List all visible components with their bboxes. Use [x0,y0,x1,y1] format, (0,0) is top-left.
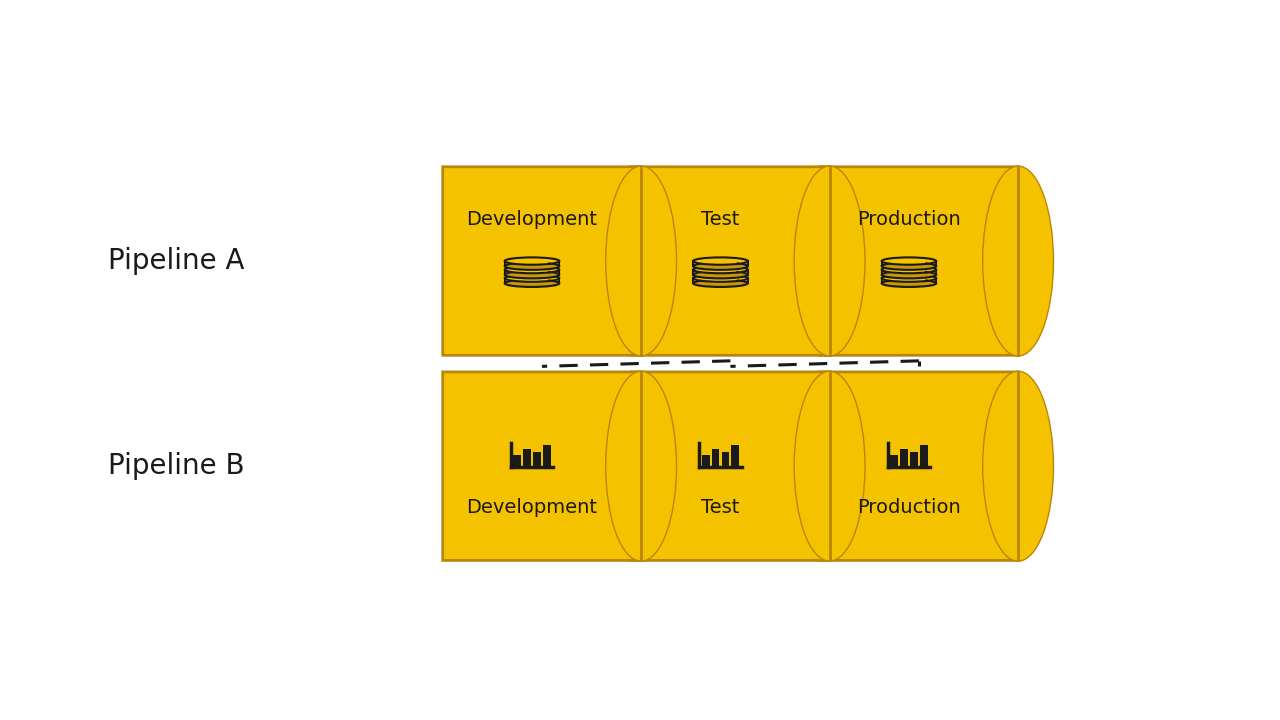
Ellipse shape [694,271,748,279]
Circle shape [548,280,550,282]
FancyBboxPatch shape [443,372,641,560]
Text: Test: Test [701,210,740,229]
Text: Development: Development [466,210,598,229]
Ellipse shape [694,263,748,270]
Ellipse shape [694,266,748,274]
Bar [701,454,709,467]
FancyBboxPatch shape [694,261,748,266]
Circle shape [548,271,550,273]
Ellipse shape [983,372,1053,560]
Ellipse shape [694,258,748,265]
FancyBboxPatch shape [694,278,748,283]
FancyBboxPatch shape [882,261,936,266]
Text: Pipeline B: Pipeline B [108,452,244,480]
Circle shape [737,280,739,282]
Bar [524,449,531,467]
Bar [731,446,739,467]
Ellipse shape [607,372,676,560]
Ellipse shape [504,279,559,287]
Bar [920,446,928,467]
Bar [900,449,908,467]
Ellipse shape [795,372,864,560]
Ellipse shape [504,258,559,265]
FancyBboxPatch shape [504,261,559,266]
Bar [532,452,540,467]
FancyBboxPatch shape [504,278,559,283]
Circle shape [925,263,928,264]
Bar [712,449,719,467]
FancyBboxPatch shape [631,167,829,355]
FancyBboxPatch shape [882,278,936,283]
Circle shape [925,271,928,273]
Ellipse shape [983,372,1053,560]
Ellipse shape [882,263,936,270]
FancyBboxPatch shape [504,269,559,275]
FancyBboxPatch shape [819,167,1018,355]
Text: Development: Development [466,498,598,517]
Ellipse shape [882,266,936,274]
Ellipse shape [882,258,936,265]
Bar [722,452,730,467]
Ellipse shape [504,274,559,282]
Ellipse shape [983,167,1053,355]
Ellipse shape [882,274,936,282]
FancyBboxPatch shape [631,372,829,560]
FancyBboxPatch shape [819,372,1018,560]
Ellipse shape [607,167,676,355]
Bar [513,454,521,467]
Circle shape [737,271,739,273]
Ellipse shape [882,271,936,279]
Ellipse shape [882,279,936,287]
Circle shape [737,263,739,264]
Ellipse shape [504,266,559,274]
Ellipse shape [795,167,864,355]
Text: Test: Test [701,498,740,517]
FancyBboxPatch shape [443,167,641,355]
Ellipse shape [795,372,864,560]
Ellipse shape [795,167,864,355]
FancyBboxPatch shape [694,269,748,275]
Text: Pipeline A: Pipeline A [108,247,244,275]
Ellipse shape [504,263,559,270]
Circle shape [925,280,928,282]
Text: Production: Production [858,210,961,229]
FancyBboxPatch shape [882,269,936,275]
Ellipse shape [607,372,676,560]
Text: Production: Production [858,498,961,517]
Bar [891,454,899,467]
Bar [910,452,918,467]
Ellipse shape [983,167,1053,355]
Ellipse shape [694,279,748,287]
Bar [543,446,550,467]
Ellipse shape [607,167,676,355]
Ellipse shape [504,271,559,279]
Ellipse shape [694,274,748,282]
Circle shape [548,263,550,264]
